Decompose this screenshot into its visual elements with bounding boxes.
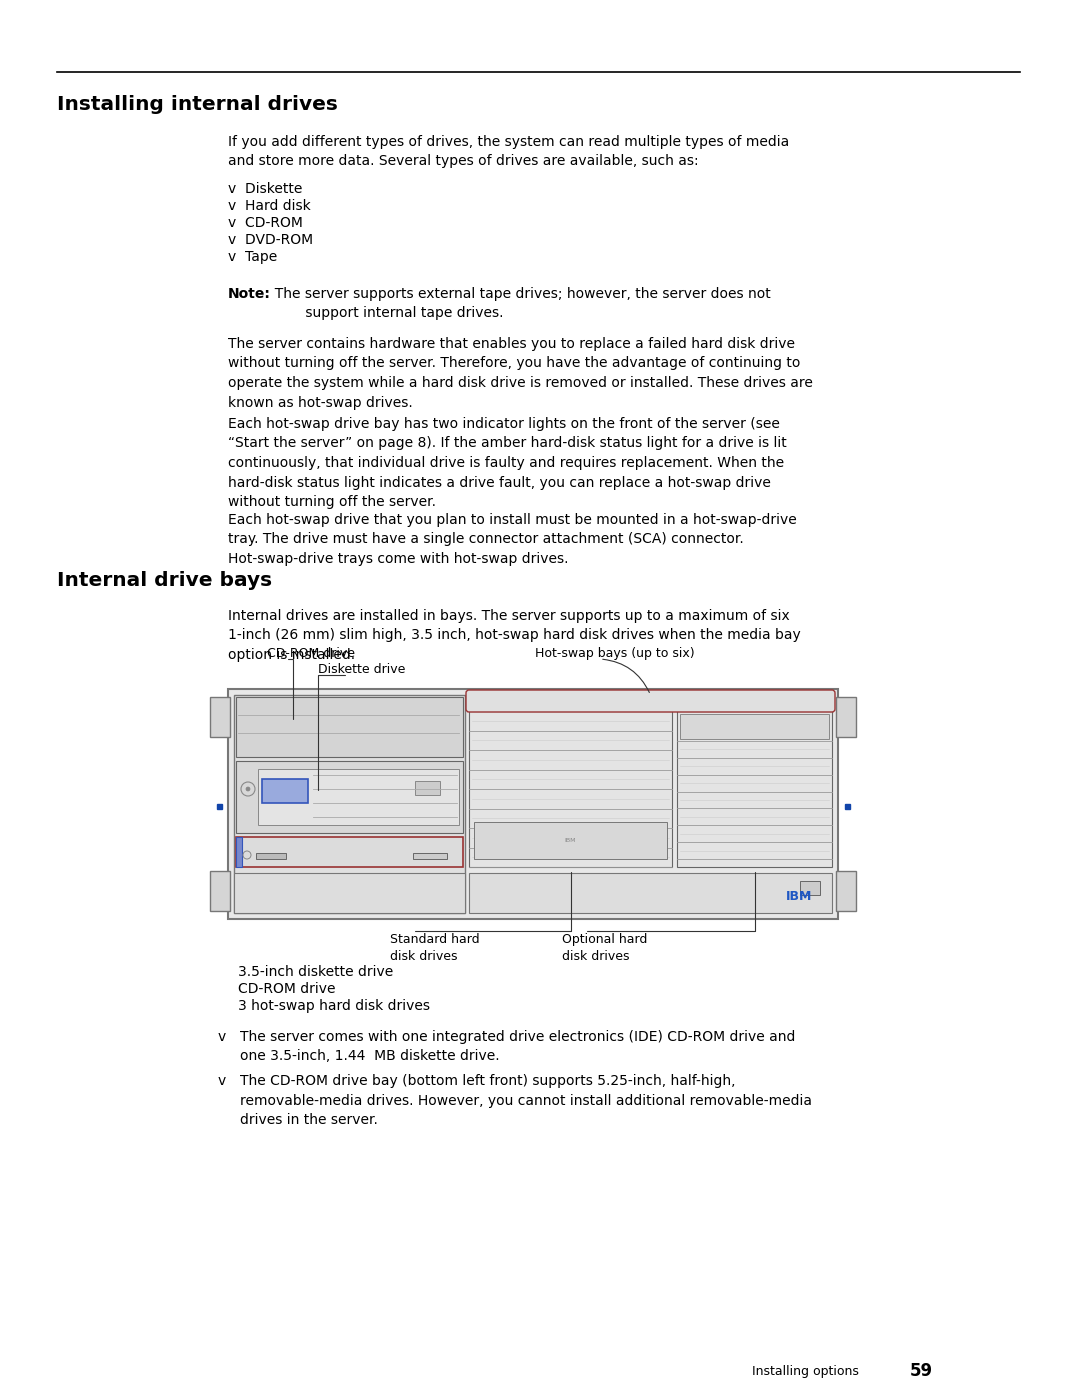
Text: v: v [218, 1074, 226, 1088]
Text: v  Hard disk: v Hard disk [228, 198, 311, 212]
Text: v  Tape: v Tape [228, 250, 278, 264]
Text: CD-ROM drive: CD-ROM drive [267, 647, 355, 659]
Text: 3 hot-swap hard disk drives: 3 hot-swap hard disk drives [238, 999, 430, 1013]
Bar [256, 854, 286, 859]
Bar [469, 711, 672, 868]
Bar [836, 697, 856, 738]
Text: If you add different types of drives, the system can read multiple types of medi: If you add different types of drives, th… [228, 136, 789, 169]
Bar [800, 882, 820, 895]
Bar [237, 761, 463, 833]
Text: Each hot-swap drive bay has two indicator lights on the front of the server (see: Each hot-swap drive bay has two indicato… [228, 416, 786, 509]
Bar [680, 714, 829, 739]
Bar [217, 805, 222, 809]
Bar [845, 805, 850, 809]
Text: v  CD-ROM: v CD-ROM [228, 217, 302, 231]
Bar [469, 873, 832, 914]
Text: IBM: IBM [786, 890, 812, 904]
Text: The server contains hardware that enables you to replace a failed hard disk driv: The server contains hardware that enable… [228, 337, 813, 409]
Bar [237, 837, 242, 868]
Text: v  DVD-ROM: v DVD-ROM [228, 233, 313, 247]
Text: The server supports external tape drives; however, the server does not
         : The server supports external tape drives… [266, 286, 771, 320]
Bar [210, 697, 230, 738]
Text: Installing internal drives: Installing internal drives [57, 95, 338, 115]
Bar [262, 780, 308, 803]
Bar [234, 873, 465, 914]
Text: The CD-ROM drive bay (bottom left front) supports 5.25-inch, half-high,
removabl: The CD-ROM drive bay (bottom left front)… [240, 1074, 812, 1127]
Bar [237, 837, 463, 868]
Text: Installing options: Installing options [752, 1365, 859, 1377]
Bar [677, 711, 832, 868]
Text: 59: 59 [910, 1362, 933, 1380]
Text: CD-ROM drive: CD-ROM drive [238, 982, 336, 996]
Text: IBM: IBM [565, 838, 577, 842]
Bar [237, 697, 463, 757]
Text: 3.5-inch diskette drive: 3.5-inch diskette drive [238, 965, 393, 979]
Text: Diskette drive: Diskette drive [318, 664, 405, 676]
Text: v  Diskette: v Diskette [228, 182, 302, 196]
Text: Note:: Note: [228, 286, 271, 300]
Text: Internal drive bays: Internal drive bays [57, 571, 272, 590]
Text: The server comes with one integrated drive electronics (IDE) CD-ROM drive and
on: The server comes with one integrated dri… [240, 1030, 795, 1063]
FancyBboxPatch shape [465, 690, 835, 712]
Bar [413, 854, 447, 859]
Text: Optional hard
disk drives: Optional hard disk drives [562, 933, 647, 963]
Text: Internal drives are installed in bays. The server supports up to a maximum of si: Internal drives are installed in bays. T… [228, 609, 800, 662]
Bar [415, 781, 440, 795]
Bar [836, 870, 856, 911]
Text: Standard hard
disk drives: Standard hard disk drives [390, 933, 480, 963]
Text: v: v [218, 1030, 226, 1044]
Bar [258, 768, 459, 826]
Bar [210, 870, 230, 911]
Bar [474, 821, 667, 859]
Circle shape [246, 787, 249, 791]
Text: Each hot-swap drive that you plan to install must be mounted in a hot-swap-drive: Each hot-swap drive that you plan to ins… [228, 513, 797, 566]
Bar [234, 694, 465, 914]
Text: Hot-swap bays (up to six): Hot-swap bays (up to six) [535, 647, 694, 659]
Bar [228, 689, 838, 919]
